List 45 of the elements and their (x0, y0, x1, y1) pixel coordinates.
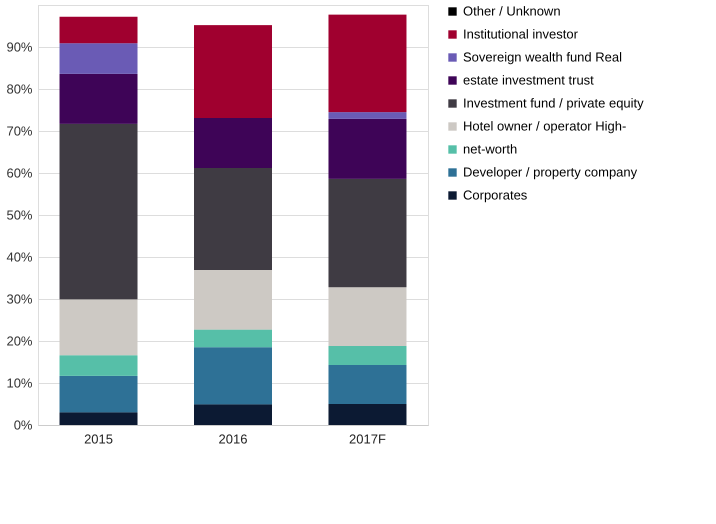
bar (194, 270, 272, 330)
bar (328, 346, 406, 365)
legend-label: Other / Unknown (463, 4, 561, 18)
bar (194, 118, 272, 168)
bar (60, 299, 138, 356)
bar (328, 118, 406, 179)
bar (60, 412, 138, 425)
bar (194, 168, 272, 270)
legend-label: Sovereign wealth fund Real (463, 50, 622, 64)
bar (328, 178, 406, 288)
y-tick-label: 40% (6, 250, 33, 264)
bar (60, 43, 138, 74)
legend-label: Corporates (463, 188, 528, 202)
bar (60, 16, 138, 44)
y-tick-label: 60% (6, 166, 33, 180)
x-tick-label: 2016 (218, 432, 248, 446)
bar (194, 25, 272, 118)
bar (328, 14, 406, 112)
y-tick-label: 0% (14, 418, 33, 432)
y-tick-label: 10% (6, 376, 33, 390)
x-tick-label: 2015 (84, 432, 113, 446)
legend-label: net-worth (463, 142, 518, 156)
bar (60, 74, 138, 124)
y-tick-label: 90% (6, 40, 33, 54)
legend-label: Institutional investor (463, 26, 579, 42)
y-tick-label: 30% (6, 292, 33, 306)
y-tick-label: 80% (6, 82, 33, 96)
bar (328, 112, 406, 119)
bar (328, 364, 406, 404)
bar (60, 355, 138, 376)
bar (194, 404, 272, 425)
legend-label: Investment fund / private equity (463, 96, 644, 110)
legend-label: Developer / property company (463, 164, 638, 180)
x-tick-label: 2017F (349, 432, 386, 446)
legend-label: estate investment trust (463, 72, 594, 88)
y-tick-label: 70% (6, 124, 33, 138)
bar (60, 124, 138, 300)
y-tick-label: 20% (6, 334, 33, 348)
bar (60, 376, 138, 412)
bar (194, 330, 272, 348)
bar (328, 404, 406, 425)
legend-label: Hotel owner / operator High- (463, 118, 626, 134)
y-tick-label: 50% (6, 208, 33, 222)
bar (328, 287, 406, 346)
bar (194, 347, 272, 404)
